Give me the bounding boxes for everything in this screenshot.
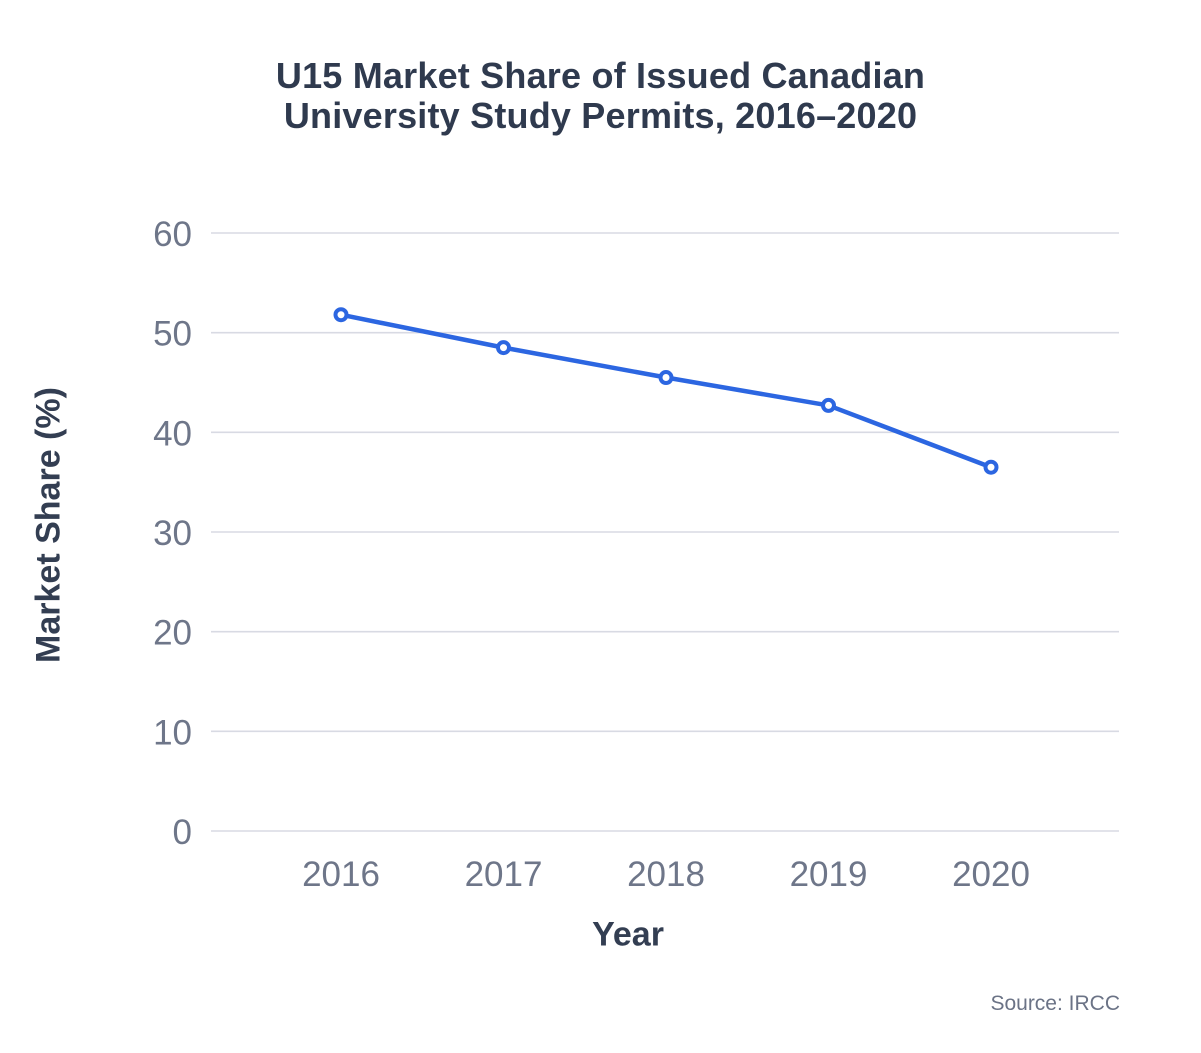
- x-tick-label: 2017: [465, 855, 543, 894]
- y-tick-label: 20: [153, 614, 192, 653]
- y-tick-label: 40: [153, 414, 192, 453]
- data-point-marker: [983, 459, 999, 475]
- x-axis-tick-labels: 2016 2017 2018 2019 2020: [302, 855, 1030, 894]
- data-point-marker: [658, 370, 674, 386]
- x-tick-label: 2020: [952, 855, 1030, 894]
- chart-title: U15 Market Share of Issued Canadian Univ…: [275, 55, 926, 136]
- x-tick-label: 2019: [790, 855, 868, 894]
- y-tick-label: 0: [173, 813, 192, 852]
- data-point-marker: [333, 307, 349, 323]
- gridlines: [211, 232, 1119, 832]
- data-point-markers: [333, 307, 999, 475]
- data-point-marker: [821, 397, 836, 413]
- data-point-marker: [496, 340, 511, 356]
- y-tick-label: 50: [153, 315, 192, 354]
- y-axis-tick-labels: 0 10 20 30 40 50 60: [153, 215, 192, 852]
- x-axis-title: Year: [592, 915, 664, 954]
- x-tick-label: 2016: [302, 855, 380, 894]
- source-note: Source: IRCC: [990, 992, 1120, 1015]
- x-tick-label: 2018: [627, 855, 705, 894]
- series-line: [338, 312, 994, 470]
- y-tick-label: 30: [153, 514, 192, 553]
- line-series: [338, 312, 994, 470]
- y-tick-label: 60: [153, 215, 192, 254]
- y-tick-label: 10: [153, 713, 192, 752]
